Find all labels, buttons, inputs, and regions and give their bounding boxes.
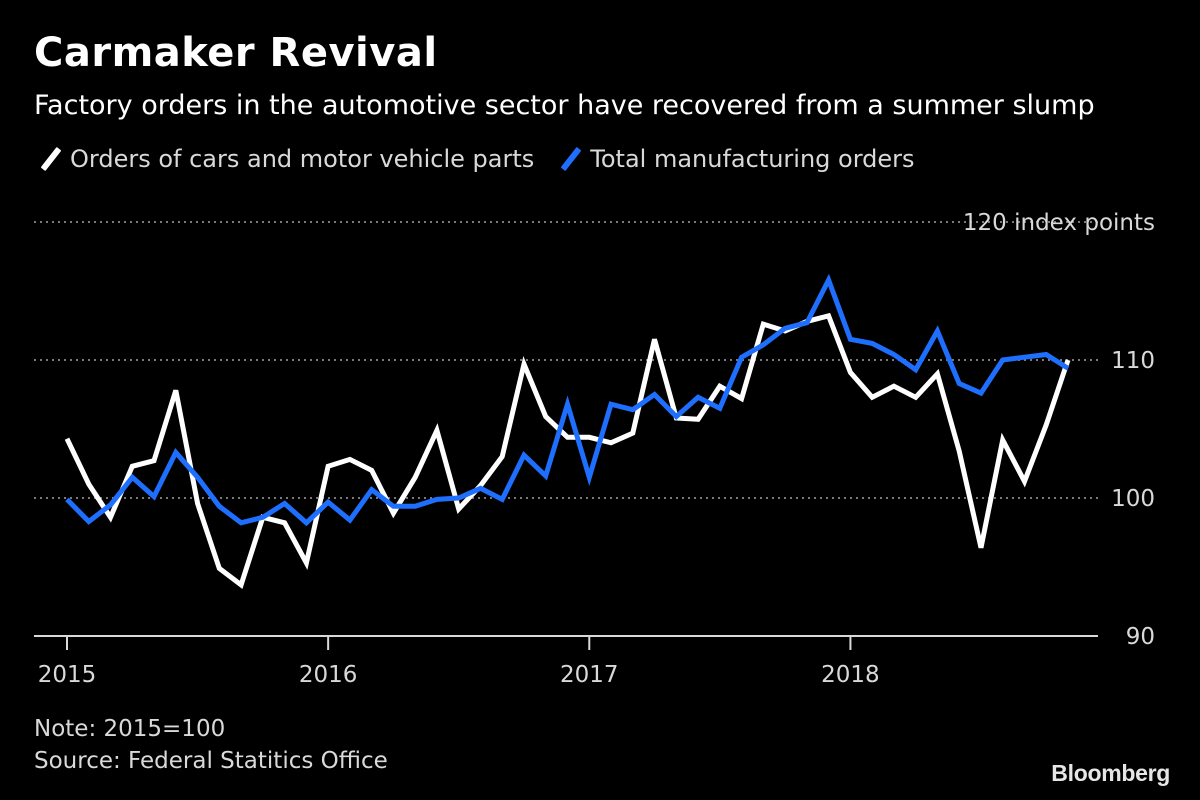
note-text: Note: 2015=100 (34, 716, 226, 742)
y-tick-label-120: 120 index points (963, 210, 1155, 236)
x-tick-label-2018: 2018 (821, 662, 880, 688)
y-tick-label-110: 110 (1111, 348, 1155, 374)
source-text: Source: Federal Statitics Office (34, 748, 388, 774)
bloomberg-logo: Bloomberg (1051, 760, 1170, 786)
series-total-line (65, 273, 1070, 527)
series-cars-line (64, 312, 1071, 590)
chart-title: Carmaker Revival (34, 30, 438, 76)
series-layer (64, 273, 1071, 590)
chart-subtitle: Factory orders in the automotive sector … (34, 90, 1095, 121)
legend-item-total: Total manufacturing orders (560, 145, 915, 173)
legend: Orders of cars and motor vehicle parts T… (40, 145, 949, 173)
x-tick-label-2016: 2016 (299, 662, 358, 688)
legend-item-cars: Orders of cars and motor vehicle parts (40, 145, 535, 173)
y-tick-label-100: 100 (1111, 486, 1155, 512)
legend-label-cars: Orders of cars and motor vehicle parts (70, 145, 535, 173)
x-axis: 2015 2016 2017 2018 (38, 636, 880, 688)
x-tick-label-2017: 2017 (560, 662, 619, 688)
legend-label-total: Total manufacturing orders (590, 145, 915, 173)
y-tick-label-90: 90 (1126, 624, 1155, 650)
x-tick-label-2015: 2015 (38, 662, 97, 688)
grid-layer: 90 100 110 120 index points (34, 210, 1155, 650)
